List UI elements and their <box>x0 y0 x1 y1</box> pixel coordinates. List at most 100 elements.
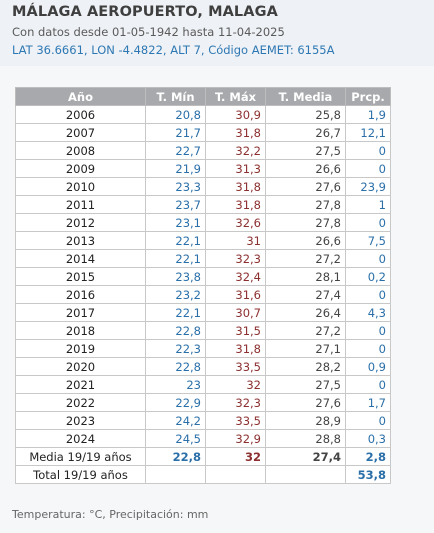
climate-table: Año T. Mín T. Máx T. Media Prcp. 2006 20,… <box>15 87 391 484</box>
cell-year: 2009 <box>15 159 146 178</box>
table-row: 2012 23,1 32,6 27,8 0 <box>15 213 391 232</box>
table-row: 2024 24,5 32,9 28,8 0,3 <box>15 429 391 448</box>
cell-prcp: 1,7 <box>345 393 391 412</box>
station-coordinates: LAT 36.6661, LON -4.4822, ALT 7, Código … <box>12 43 335 57</box>
cell-tmax: 30,9 <box>205 105 266 124</box>
total-label: Total 19/19 años <box>15 465 146 484</box>
cell-year: 2010 <box>15 177 146 196</box>
cell-tmin: 22,1 <box>145 303 206 322</box>
cell-tmed: 28,2 <box>265 357 346 376</box>
average-tmin: 22,8 <box>145 447 206 466</box>
cell-tmed: 27,4 <box>265 285 346 304</box>
table-header-row: Año T. Mín T. Máx T. Media Prcp. <box>15 87 391 106</box>
cell-year: 2020 <box>15 357 146 376</box>
cell-tmed: 27,6 <box>265 393 346 412</box>
cell-tmax: 33,5 <box>205 411 266 430</box>
table-row: 2014 22,1 32,3 27,2 0 <box>15 249 391 268</box>
cell-tmax: 32,6 <box>205 213 266 232</box>
average-tmax: 32 <box>205 447 266 466</box>
table-row: 2010 23,3 31,8 27,6 23,9 <box>15 177 391 196</box>
cell-year: 2006 <box>15 105 146 124</box>
header-year[interactable]: Año <box>15 87 146 106</box>
cell-year: 2024 <box>15 429 146 448</box>
cell-year: 2012 <box>15 213 146 232</box>
cell-prcp: 0 <box>345 411 391 430</box>
cell-tmed: 26,4 <box>265 303 346 322</box>
cell-tmed: 28,9 <box>265 411 346 430</box>
cell-year: 2016 <box>15 285 146 304</box>
cell-prcp: 1 <box>345 195 391 214</box>
cell-tmed: 27,8 <box>265 213 346 232</box>
units-note: Temperatura: °C, Precipitación: mm <box>12 508 209 521</box>
cell-year: 2022 <box>15 393 146 412</box>
cell-tmin: 21,7 <box>145 123 206 142</box>
total-row: Total 19/19 años 53,8 <box>15 465 391 484</box>
cell-prcp: 0 <box>345 285 391 304</box>
cell-prcp: 0 <box>345 321 391 340</box>
cell-tmax: 33,5 <box>205 357 266 376</box>
table-row: 2017 22,1 30,7 26,4 4,3 <box>15 303 391 322</box>
cell-prcp: 0 <box>345 213 391 232</box>
cell-tmin: 21,9 <box>145 159 206 178</box>
table-row: 2007 21,7 31,8 26,7 12,1 <box>15 123 391 142</box>
table-row: 2011 23,7 31,8 27,8 1 <box>15 195 391 214</box>
cell-tmax: 32,4 <box>205 267 266 286</box>
cell-tmin: 23,3 <box>145 177 206 196</box>
cell-tmax: 31,8 <box>205 339 266 358</box>
cell-tmin: 22,8 <box>145 321 206 340</box>
cell-year: 2008 <box>15 141 146 160</box>
cell-tmin: 23,2 <box>145 285 206 304</box>
cell-tmin: 22,1 <box>145 249 206 268</box>
header-tmin[interactable]: T. Mín <box>145 87 206 106</box>
table-row: 2020 22,8 33,5 28,2 0,9 <box>15 357 391 376</box>
header-tmed[interactable]: T. Media <box>265 87 346 106</box>
cell-tmed: 26,7 <box>265 123 346 142</box>
table-row: 2013 22,1 31 26,6 7,5 <box>15 231 391 250</box>
cell-year: 2023 <box>15 411 146 430</box>
cell-tmax: 31,6 <box>205 285 266 304</box>
cell-tmed: 28,8 <box>265 429 346 448</box>
header-prcp[interactable]: Prcp. <box>345 87 391 106</box>
cell-prcp: 0 <box>345 159 391 178</box>
cell-tmin: 24,5 <box>145 429 206 448</box>
cell-tmed: 27,1 <box>265 339 346 358</box>
cell-prcp: 0 <box>345 339 391 358</box>
cell-year: 2018 <box>15 321 146 340</box>
cell-tmed: 27,2 <box>265 249 346 268</box>
cell-tmax: 31,8 <box>205 177 266 196</box>
cell-tmed: 27,6 <box>265 177 346 196</box>
table-row: 2019 22,3 31,8 27,1 0 <box>15 339 391 358</box>
cell-year: 2014 <box>15 249 146 268</box>
average-tmed: 27,4 <box>265 447 346 466</box>
table-row: 2009 21,9 31,3 26,6 0 <box>15 159 391 178</box>
cell-prcp: 12,1 <box>345 123 391 142</box>
table-row: 2006 20,8 30,9 25,8 1,9 <box>15 105 391 124</box>
cell-tmin: 20,8 <box>145 105 206 124</box>
station-title: MÁLAGA AEROPUERTO, MALAGA <box>12 4 278 20</box>
cell-tmin: 22,1 <box>145 231 206 250</box>
table-row: 2022 22,9 32,3 27,6 1,7 <box>15 393 391 412</box>
cell-year: 2017 <box>15 303 146 322</box>
cell-tmax: 32,2 <box>205 141 266 160</box>
cell-tmin: 23 <box>145 375 206 394</box>
cell-tmax: 30,7 <box>205 303 266 322</box>
cell-tmed: 27,2 <box>265 321 346 340</box>
table-row: 2016 23,2 31,6 27,4 0 <box>15 285 391 304</box>
cell-prcp: 0,9 <box>345 357 391 376</box>
table-row: 2018 22,8 31,5 27,2 0 <box>15 321 391 340</box>
cell-tmin: 22,9 <box>145 393 206 412</box>
cell-tmed: 27,8 <box>265 195 346 214</box>
cell-tmax: 32,3 <box>205 249 266 268</box>
cell-prcp: 1,9 <box>345 105 391 124</box>
total-prcp: 53,8 <box>345 465 391 484</box>
cell-year: 2007 <box>15 123 146 142</box>
cell-tmax: 31 <box>205 231 266 250</box>
cell-tmax: 31,3 <box>205 159 266 178</box>
cell-prcp: 23,9 <box>345 177 391 196</box>
header-tmax[interactable]: T. Máx <box>205 87 266 106</box>
cell-tmin: 24,2 <box>145 411 206 430</box>
cell-tmin: 22,7 <box>145 141 206 160</box>
cell-prcp: 0,3 <box>345 429 391 448</box>
cell-tmax: 31,8 <box>205 123 266 142</box>
cell-tmed: 27,5 <box>265 375 346 394</box>
